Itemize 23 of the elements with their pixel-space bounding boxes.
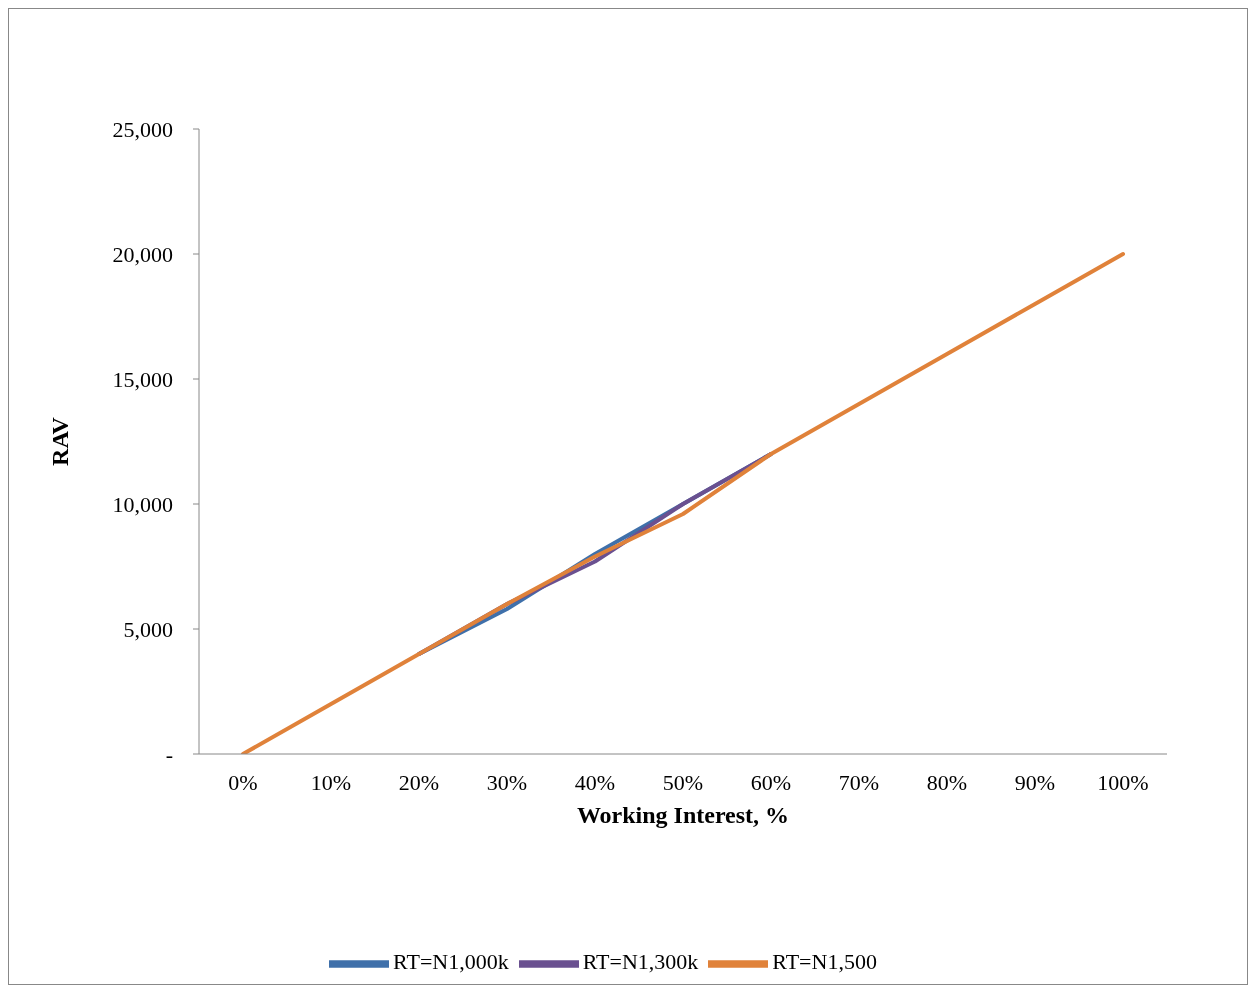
x-tick-label: 90% bbox=[1014, 769, 1056, 795]
x-tick-label: 0% bbox=[228, 769, 258, 795]
x-tick-label: 20% bbox=[398, 769, 440, 795]
y-tick-label: 5,000 bbox=[123, 616, 173, 642]
x-tick-label: 10% bbox=[310, 769, 352, 795]
y-tick-label: 20,000 bbox=[112, 241, 173, 267]
x-tick-label: 50% bbox=[662, 769, 704, 795]
y-axis-title: RAV bbox=[46, 416, 73, 466]
x-axis-title: Working Interest, % bbox=[576, 802, 790, 829]
y-tick-label: 25,000 bbox=[112, 116, 173, 142]
x-tick-label: 80% bbox=[926, 769, 968, 795]
x-tick-label: 60% bbox=[750, 769, 792, 795]
x-tick-label: 70% bbox=[838, 769, 880, 795]
y-tick-label: 10,000 bbox=[112, 491, 173, 517]
x-tick-label: 100% bbox=[1097, 769, 1149, 795]
y-tick-label: 15,000 bbox=[112, 366, 173, 392]
legend-label: RT=N1,300k bbox=[582, 949, 699, 975]
legend-label: RT=N1,000k bbox=[393, 949, 509, 975]
x-tick-label: 30% bbox=[486, 769, 528, 795]
y-tick-label: - bbox=[165, 741, 173, 767]
x-tick-label: 40% bbox=[574, 769, 616, 795]
line-series bbox=[241, 252, 1125, 754]
legend-label: RT=N1,500 bbox=[772, 949, 877, 975]
